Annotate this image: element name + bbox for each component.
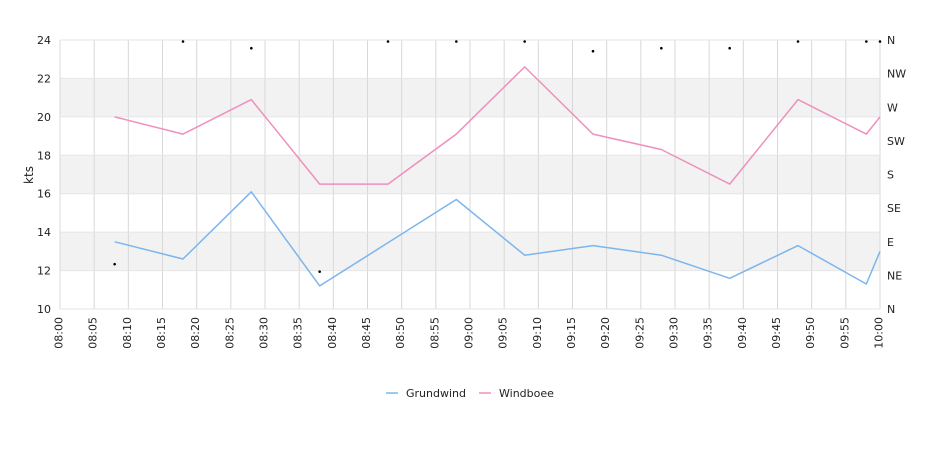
y-tick-label: 18 (37, 149, 51, 162)
horizontal-gridlines (60, 39, 880, 310)
x-tick-label: 08:30 (258, 317, 271, 349)
x-tick-label: 08:20 (189, 317, 202, 349)
direction-point (878, 40, 882, 43)
direction-point (250, 46, 253, 50)
x-tick-label: 09:10 (531, 317, 544, 349)
left-y-tick-labels: 10 12 14 16 18 20 22 24 (37, 34, 51, 316)
x-tick-label: 08:05 (87, 317, 100, 349)
x-tick-label: 09:50 (804, 317, 817, 349)
x-tick-label: 10:00 (873, 317, 886, 349)
right-tick-label: E (887, 236, 894, 249)
series-line-windboee (114, 66, 881, 185)
direction-point (865, 40, 868, 43)
right-tick-label: NW (887, 68, 906, 81)
direction-point (113, 262, 116, 266)
y-tick-label: 20 (37, 111, 51, 124)
x-tick-label: 08:50 (394, 317, 407, 349)
y-tick-label: 14 (37, 226, 51, 239)
x-tick-label: 09:40 (736, 317, 749, 349)
x-tick-label: 09:55 (838, 317, 851, 349)
x-tick-label: 08:00 (53, 317, 66, 349)
right-tick-label: SE (887, 202, 901, 215)
x-tick-label: 09:00 (463, 317, 476, 349)
right-tick-label: N (887, 303, 895, 316)
x-tick-label: 08:40 (326, 317, 339, 349)
direction-point (386, 40, 390, 43)
direction-point (318, 270, 321, 273)
right-tick-label: S (887, 169, 894, 182)
legend-label: Windboee (499, 387, 554, 400)
right-tick-label: W (887, 101, 898, 114)
x-tick-label: 09:20 (599, 317, 612, 349)
direction-point (523, 40, 526, 43)
direction-point (660, 46, 663, 50)
x-tick-label: 08:15 (155, 317, 168, 349)
direction-point (455, 40, 458, 43)
series-line-grundwind (114, 191, 881, 287)
x-tick-label: 09:25 (633, 317, 646, 349)
direction-point (181, 40, 185, 43)
x-tick-label: 09:05 (497, 317, 510, 349)
direction-point (796, 40, 800, 43)
y-tick-label: 22 (37, 72, 51, 85)
legend: Grundwind Windboee (386, 387, 554, 400)
direction-point (728, 46, 731, 50)
x-tick-label: 09:35 (702, 317, 715, 349)
vertical-gridlines (59, 40, 881, 309)
direction-point (591, 49, 595, 53)
x-tick-label: 08:25 (223, 317, 236, 349)
right-tick-label: SW (887, 135, 905, 148)
y-axis-title: kts (22, 166, 36, 184)
y-tick-label: 24 (37, 34, 51, 47)
y-tick-label: 12 (37, 265, 51, 278)
y-tick-label: 16 (37, 188, 51, 201)
x-tick-label: 08:45 (360, 317, 373, 349)
right-y-tick-labels: N NE E SE S SW W NW N (887, 34, 906, 316)
right-tick-label: NE (887, 269, 902, 282)
x-tick-labels: 08:00 08:05 08:10 08:15 08:20 08:25 08:30 08:35… (53, 317, 886, 349)
x-tick-label: 09:15 (565, 317, 578, 349)
legend-label: Grundwind (406, 387, 466, 400)
x-tick-label: 09:45 (770, 317, 783, 349)
x-tick-label: 08:10 (121, 317, 134, 349)
x-tick-label: 08:35 (292, 317, 305, 349)
right-tick-label: N (887, 34, 895, 47)
x-tick-label: 09:30 (668, 317, 681, 349)
series-lines (114, 66, 881, 287)
x-tick-label: 08:55 (428, 317, 441, 349)
direction-markers (113, 40, 882, 273)
y-tick-label: 10 (37, 303, 51, 316)
